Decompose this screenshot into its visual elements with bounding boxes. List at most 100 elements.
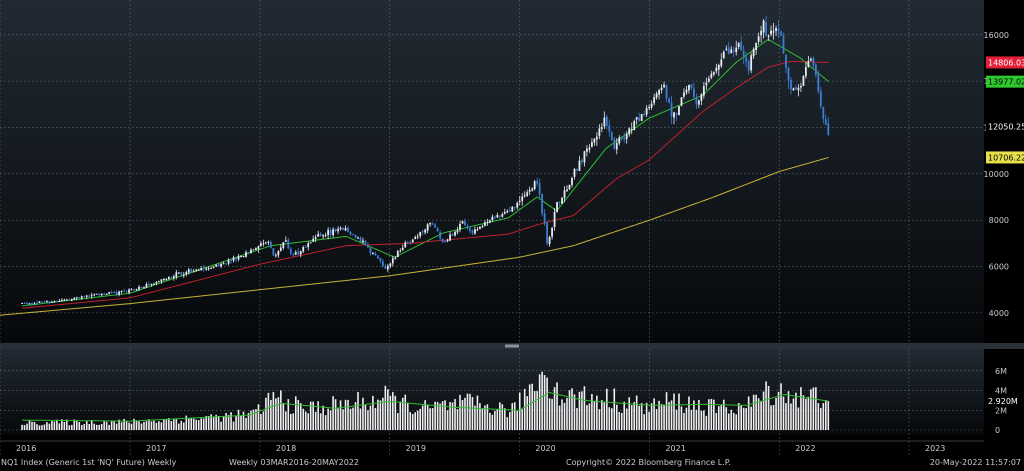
volume-bar [187, 418, 190, 430]
volume-bar [387, 389, 389, 430]
volume-bar [583, 386, 586, 430]
candle-body [414, 236, 417, 240]
volume-bar [655, 409, 658, 430]
candle-body [65, 299, 68, 301]
axes: 4000600080001000012000140001600002M4M6M2… [0, 31, 1009, 453]
volume-bar [237, 409, 240, 430]
candle-body [732, 50, 735, 52]
volume-bar [173, 419, 175, 430]
candle-body [118, 291, 120, 295]
volume-bar [367, 410, 369, 430]
volume-bar [394, 395, 397, 430]
volume-bar [491, 414, 494, 430]
x-tick-label: 2022 [795, 444, 815, 453]
volume-bar [725, 407, 728, 430]
volume-bar [521, 409, 524, 430]
candle-body [675, 113, 678, 115]
candle-body [245, 252, 247, 257]
volume-bar [591, 393, 593, 430]
candle-body [461, 221, 464, 224]
volume-bar [546, 377, 548, 430]
volume-bar [795, 392, 797, 430]
volume-bar [650, 403, 653, 430]
candle-body [70, 298, 73, 301]
candle-body [314, 237, 317, 239]
volume-bar [817, 403, 820, 430]
volume-bar [715, 412, 718, 430]
volume-bar [446, 410, 449, 430]
candle-body [558, 201, 561, 203]
candle-body [90, 295, 93, 297]
volume-bar [722, 399, 725, 430]
volume-bar [180, 420, 183, 430]
candle-body [307, 243, 310, 248]
x-tick-label: 2016 [16, 444, 36, 453]
volume-bar [576, 408, 578, 430]
volume-bar [182, 422, 185, 430]
volume-bar [568, 390, 571, 430]
volume-bar [354, 402, 357, 430]
candle-body [242, 256, 245, 258]
volume-bar [158, 421, 160, 430]
volume-bar [382, 397, 384, 430]
volume-bar [120, 422, 123, 430]
candle-body [471, 230, 474, 233]
candle-body [625, 134, 628, 139]
candle-body [479, 226, 481, 230]
volume-bar [143, 421, 145, 430]
candle-body [561, 197, 563, 204]
volume-bar [138, 421, 140, 430]
candle-body [327, 229, 330, 236]
volume-bar [740, 405, 742, 430]
candle-body [255, 248, 257, 250]
candle-body [172, 276, 175, 279]
volume-bar [606, 388, 608, 430]
volume-bar [496, 409, 499, 430]
candle-body [548, 236, 551, 245]
volume-bar [494, 410, 496, 430]
candle-body [610, 132, 613, 141]
volume-bar [242, 411, 245, 430]
volume-bar [436, 402, 439, 430]
volume-y-tick-label: 6M [995, 367, 1007, 376]
candle-body [446, 239, 449, 242]
candle-body [750, 55, 753, 71]
volume-bar [66, 419, 68, 430]
candle-body [483, 222, 486, 227]
candle-body [568, 184, 571, 190]
candle-body [148, 284, 150, 286]
volume-bar [377, 399, 379, 430]
candle-body [43, 301, 46, 303]
candle-body [595, 136, 598, 140]
candle-body [401, 247, 404, 251]
candle-body [605, 116, 608, 126]
candle-body [170, 277, 173, 279]
volume-bar [337, 408, 339, 430]
y-tick-label: 6000 [989, 263, 1009, 272]
candle-body [167, 276, 170, 279]
candle-body [573, 168, 576, 177]
volume-bar [289, 413, 292, 430]
volume-bar [596, 395, 598, 430]
volume-bar [737, 403, 740, 430]
volume-bar [772, 405, 775, 430]
candle-body [787, 67, 790, 81]
candle-body [357, 237, 359, 239]
volume-bar [678, 393, 680, 430]
volume-y-tick-label: 0 [995, 426, 1000, 435]
candle-body [722, 51, 725, 58]
candle-body [207, 268, 210, 270]
panel-resize-handle[interactable] [505, 344, 519, 348]
volume-bar [344, 399, 347, 430]
candle-body [526, 192, 529, 196]
candle-body [200, 268, 203, 271]
candle-body [237, 256, 240, 260]
volume-bar [389, 395, 392, 430]
candle-body [780, 31, 782, 36]
candle-body [212, 266, 215, 268]
volume-bar [275, 398, 277, 430]
candle-body [508, 210, 511, 212]
y-tick-label: 16000 [984, 31, 1009, 40]
candle-body [643, 114, 646, 116]
volume-bar [451, 402, 454, 430]
